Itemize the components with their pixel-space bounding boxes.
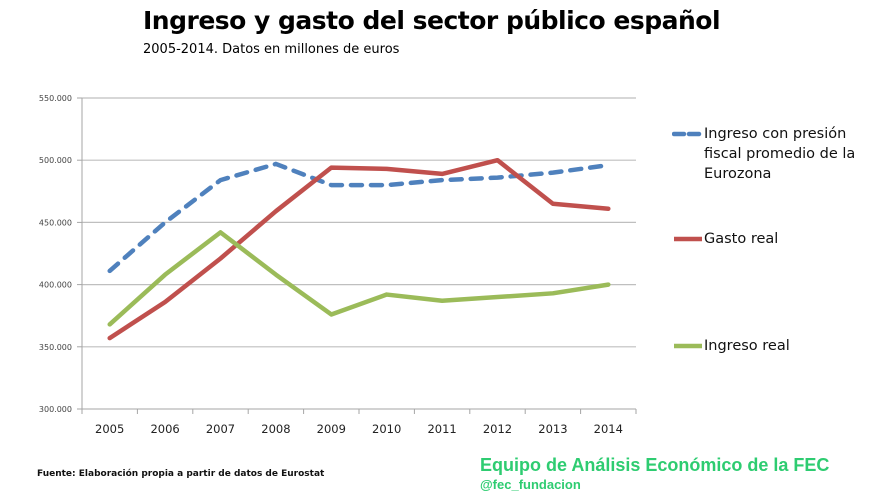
y-tick-label: 400.000	[39, 281, 72, 290]
x-tick-label: 2013	[538, 422, 567, 436]
legend-item-ingreso-real: Ingreso real	[672, 336, 864, 356]
x-tick-label: 2006	[150, 422, 179, 436]
x-tick-label: 2005	[95, 422, 124, 436]
legend-item-ingreso-eurozona: Ingreso con presión fiscal promedio de l…	[672, 124, 864, 184]
chart-subtitle: 2005-2014. Datos en millones de euros	[143, 42, 400, 57]
y-axis-ticks: 300.000 350.000 400.000 450.000 500.000 550.0…	[39, 94, 82, 414]
legend-label: Ingreso real	[704, 338, 790, 354]
legend-swatch-solid	[674, 343, 702, 349]
gridlines	[82, 97, 636, 348]
series-line-2	[107, 230, 611, 327]
y-tick-label: 300.000	[39, 405, 72, 414]
y-tick-label: 350.000	[39, 343, 72, 352]
x-axis-ticks: 2005 2006 2007 2008 2009 2010 2011 2012 2013 2014	[81, 409, 637, 436]
y-tick-label: 450.000	[39, 218, 72, 227]
twitter-handle[interactable]: @fec_fundacion	[480, 477, 581, 492]
x-tick-label: 2012	[483, 422, 512, 436]
legend-swatch-solid	[674, 236, 702, 242]
series-line-0	[107, 161, 611, 274]
x-tick-label: 2011	[427, 422, 456, 436]
legend-label: Gasto real	[704, 231, 779, 247]
series-lines	[107, 157, 611, 341]
x-tick-label: 2007	[206, 422, 235, 436]
legend-swatch-dashed	[672, 131, 704, 137]
x-tick-label: 2009	[317, 422, 346, 436]
y-tick-label: 500.000	[39, 156, 72, 165]
x-tick-label: 2008	[261, 422, 290, 436]
chart-title: Ingreso y gasto del sector público españ…	[143, 6, 721, 35]
y-tick-label: 550.000	[39, 94, 72, 103]
series-line-1	[107, 157, 611, 341]
x-tick-label: 2014	[594, 422, 623, 436]
x-tick-label: 2010	[372, 422, 401, 436]
team-credit: Equipo de Análisis Económico de la FEC	[480, 455, 830, 475]
legend-item-gasto-real: Gasto real	[672, 229, 864, 249]
source-note: Fuente: Elaboración propia a partir de d…	[37, 469, 325, 479]
legend-label: Ingreso con presión fiscal promedio de l…	[704, 126, 856, 182]
